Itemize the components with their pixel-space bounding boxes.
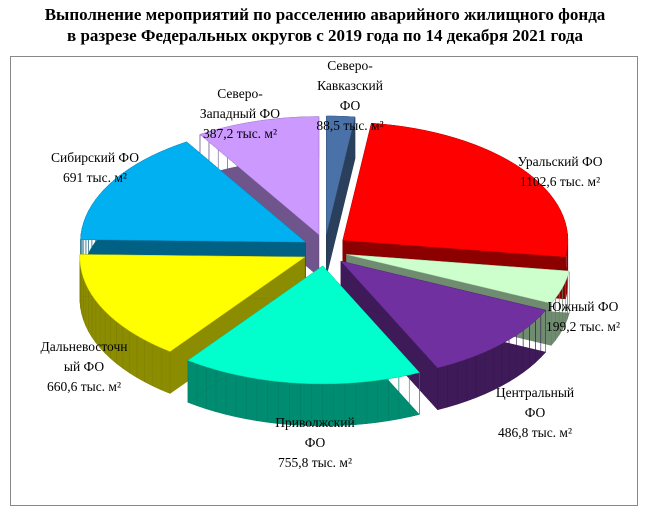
data-label: Южный ФО 199,2 тыс. м² <box>513 297 650 337</box>
plot-frame <box>10 56 638 506</box>
category-label: Приволжский ФО <box>275 415 355 450</box>
slice-top <box>340 260 547 369</box>
slice-top <box>346 254 570 304</box>
pie-slice <box>340 260 547 411</box>
category-label: Центральный ФО <box>495 385 575 420</box>
value-label: 755,8 тыс. м² <box>277 455 353 470</box>
value-label: 387,2 тыс. м² <box>202 126 278 141</box>
value-label: 199,2 тыс. м² <box>545 319 621 334</box>
pie-slice <box>79 254 306 394</box>
value-label: 691 тыс. м² <box>63 170 127 185</box>
data-label: Приволжский ФО 755,8 тыс. м² <box>245 413 385 473</box>
category-label: Северо- Западный ФО <box>199 86 281 121</box>
category-label: Южный ФО <box>547 299 619 314</box>
data-label: Дальневосточн ый ФО 660,6 тыс. м² <box>14 337 154 397</box>
pie-slice <box>326 115 356 277</box>
value-label: 1102,6 тыс. м² <box>519 174 601 189</box>
category-label: Северо- Кавказский ФО <box>317 58 383 113</box>
slice-side <box>187 265 420 427</box>
slice-top <box>187 265 420 385</box>
category-label: Уральский ФО <box>517 154 603 169</box>
data-label: Уральский ФО 1102,6 тыс. м² <box>490 152 630 192</box>
data-label: Центральный ФО 486,8 тыс. м² <box>465 383 605 443</box>
pie-slice <box>187 265 420 427</box>
slice-top <box>199 116 320 236</box>
slice-top <box>326 115 356 235</box>
slice-top <box>80 141 307 243</box>
pie-slice <box>342 122 569 300</box>
category-label: Сибирский ФО <box>50 150 140 165</box>
value-label: 660,6 тыс. м² <box>46 379 122 394</box>
data-label: Северо- Западный ФО 387,2 тыс. м² <box>170 84 310 144</box>
data-label: Сибирский ФО 691 тыс. м² <box>25 148 165 188</box>
chart-title: Выполнение мероприятий по расселению ава… <box>44 5 606 45</box>
value-label: 486,8 тыс. м² <box>497 425 573 440</box>
data-label: Северо- Кавказский ФО 88,5 тыс. м² <box>280 56 420 136</box>
value-label: 88,5 тыс. м² <box>316 118 384 133</box>
slice-top <box>79 254 306 352</box>
category-label: Дальневосточн ый ФО <box>40 339 128 374</box>
slice-top <box>342 122 569 258</box>
